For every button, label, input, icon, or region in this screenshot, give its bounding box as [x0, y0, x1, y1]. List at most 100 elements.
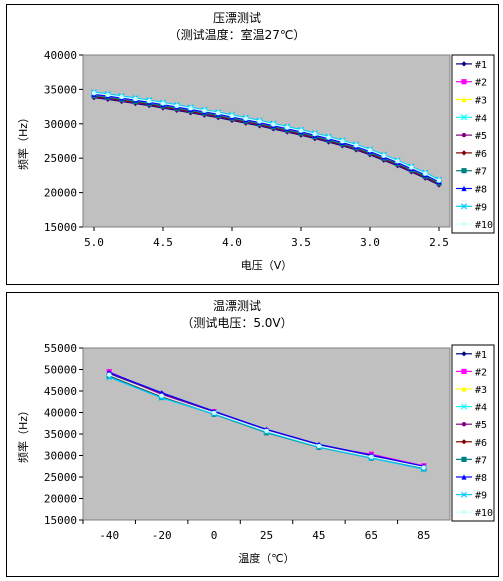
x-axis-label: 温度（℃）: [238, 551, 294, 565]
data-point: [381, 153, 386, 158]
legend-marker: [461, 221, 467, 227]
data-point: [202, 108, 207, 113]
legend-item: #8: [456, 185, 487, 196]
data-point: [243, 116, 248, 121]
legend-item: #3: [456, 96, 487, 107]
data-point: [188, 106, 193, 111]
data-point: [105, 92, 111, 98]
legend-label: #5: [475, 420, 487, 431]
x-tick-label: 85: [417, 529, 430, 542]
x-tick-label: 5.0: [84, 236, 104, 249]
x-tick-label: -20: [152, 529, 172, 542]
voltage-drift-chart: 压漂测试 （测试温度：室温27℃） 15000 20000 25000 30000 3500…: [16, 10, 495, 272]
legend-item: #4: [456, 113, 487, 124]
data-point: [409, 165, 414, 170]
data-point: [354, 143, 359, 148]
y-tick-label: 25000: [44, 152, 77, 165]
legend-item: #9: [456, 202, 487, 213]
legend-label: #10: [475, 220, 493, 231]
data-point: [298, 128, 304, 133]
legend-item: #6: [456, 438, 487, 449]
legend: #1 #2 #3 #4 #5 #6 #7 #8 #9 #10: [451, 54, 495, 234]
legend-box: [451, 54, 495, 234]
voltage-drift-panel: 压漂测试 （测试温度：室温27℃） 15000 20000 25000 30000 3500…: [6, 4, 499, 285]
legend-marker: [460, 403, 468, 410]
legend-item: #3: [456, 385, 487, 396]
series-line: [93, 92, 440, 182]
legend-item: #9: [456, 491, 487, 502]
x-tick-label: 65: [365, 529, 378, 542]
plot-area: [82, 54, 451, 228]
legend-item: #5: [456, 420, 487, 431]
legend-item: #5: [456, 131, 487, 142]
data-point: [395, 159, 400, 164]
y-tick-label: 20000: [44, 187, 77, 200]
data-point: [91, 90, 97, 96]
data-point: [312, 131, 317, 137]
y-tick-label: 20000: [44, 493, 77, 506]
legend-label: #5: [475, 131, 487, 142]
y-tick-label: 15000: [44, 221, 77, 234]
data-point: [107, 372, 112, 377]
legend-marker: [461, 150, 467, 156]
legend-marker: [461, 96, 467, 103]
legend-item: #7: [456, 455, 487, 466]
legend-marker: [461, 185, 467, 192]
legend-item: #7: [456, 167, 487, 178]
data-point: [271, 122, 276, 127]
legend-label: #8: [475, 473, 487, 484]
legend-item: #8: [456, 473, 487, 484]
legend-marker: [461, 510, 467, 515]
data-point: [133, 96, 138, 102]
x-tick-label: 3.5: [291, 236, 311, 249]
temperature-drift-panel: 温漂测试 （测试电压：5.0V） 15000 20000 25000 30000 35000…: [6, 292, 499, 577]
legend-label: #7: [475, 167, 487, 178]
data-point: [160, 101, 166, 106]
legend-label: #3: [475, 385, 487, 396]
y-axis-label: 频率（Hz）: [16, 112, 30, 170]
legend-label: #8: [475, 185, 487, 196]
data-point: [423, 171, 428, 176]
data-point: [421, 465, 426, 470]
legend-label: #9: [475, 202, 487, 213]
legend-marker: [460, 491, 468, 498]
data-point: [436, 178, 442, 183]
data-point: [119, 94, 124, 100]
legend-label: #9: [475, 491, 487, 502]
y-tick-label: 40000: [44, 407, 77, 420]
legend-label: #6: [475, 438, 487, 449]
x-tick-label: 0: [211, 529, 218, 542]
y-tick-label: 25000: [44, 471, 77, 484]
legend-label: #1: [475, 60, 487, 71]
y-tick-label: 35000: [44, 428, 77, 441]
x-tick-label: 3.0: [360, 236, 380, 249]
temperature-drift-chart: 温漂测试 （测试电压：5.0V） 15000 20000 25000 30000 35000…: [16, 298, 495, 565]
legend-item: #10: [456, 508, 493, 519]
y-tick-label: 55000: [44, 342, 77, 355]
data-point: [174, 103, 179, 109]
chart-subtitle: （测试温度：室温27℃）: [169, 27, 306, 42]
legend-marker: [461, 456, 467, 462]
legend-item: #1: [456, 60, 487, 71]
x-tick-label: 45: [312, 529, 325, 542]
legend-label: #7: [475, 455, 487, 466]
legend-marker: [461, 61, 467, 67]
data-point: [264, 428, 269, 434]
legend-label: #1: [475, 350, 487, 361]
legend-item: #2: [456, 78, 487, 89]
y-tick-label: 35000: [44, 83, 77, 96]
x-tick-label: -40: [99, 529, 119, 542]
chart-subtitle: （测试电压：5.0V）: [181, 315, 292, 330]
legend-marker: [461, 422, 467, 427]
y-tick-label: 30000: [44, 118, 77, 131]
legend: #1 #2 #3 #4 #5 #6 #7 #8 #9 #10: [451, 344, 495, 522]
legend-item: #10: [456, 220, 493, 231]
series-line: [93, 91, 440, 181]
legend-marker: [460, 203, 468, 210]
data-point: [147, 98, 152, 104]
legend-marker: [461, 132, 467, 138]
legend-marker: [461, 368, 467, 374]
legend-box: [451, 344, 495, 522]
legend-item: #6: [456, 149, 487, 160]
x-tick-label: 4.0: [222, 236, 242, 249]
